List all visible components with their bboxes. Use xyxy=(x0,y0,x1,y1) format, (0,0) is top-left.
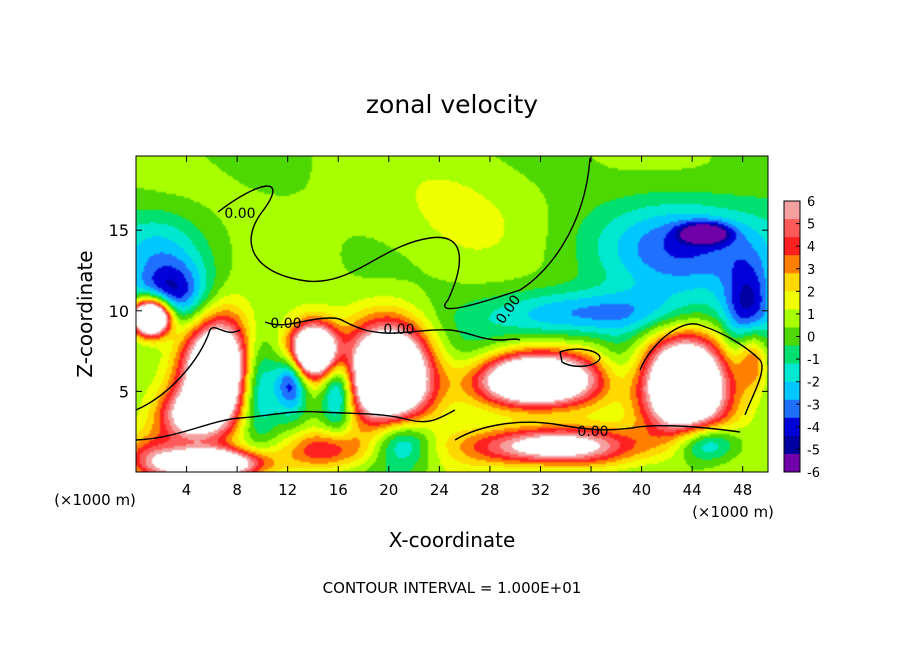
colorbar-swatch xyxy=(784,327,800,347)
colorbar-swatch xyxy=(784,417,800,437)
colorbar-swatch xyxy=(784,255,800,274)
x-tick-label: 12 xyxy=(278,481,297,499)
colorbar-swatch xyxy=(784,291,800,310)
colorbar-tick-label: -3 xyxy=(807,398,820,413)
colorbar-swatch xyxy=(784,201,800,220)
colorbar-swatch xyxy=(784,345,800,365)
colorbar-tick-label: 4 xyxy=(807,240,815,255)
colorbar-swatch xyxy=(784,309,800,328)
y-axis-label: Z-coordinate xyxy=(73,250,97,377)
colorbar-swatch xyxy=(784,219,800,238)
colorbar-tick-label: 6 xyxy=(807,195,815,210)
colorbar-swatch xyxy=(784,453,800,473)
x-axis-label: X-coordinate xyxy=(389,528,516,552)
colorbar-tick-label: -5 xyxy=(807,443,820,458)
contour-lower-band xyxy=(454,421,741,441)
contour-label: 0.00 xyxy=(383,322,414,338)
x-unit-left: (×1000 m) xyxy=(54,491,136,509)
x-tick-label: 20 xyxy=(379,481,398,499)
y-axis: 5 10 15 xyxy=(109,221,768,401)
contour-small-blob xyxy=(559,348,601,368)
colorbar-tick-label: 2 xyxy=(807,285,815,300)
y-tick-label: 10 xyxy=(109,302,129,321)
x-tick-label: 8 xyxy=(232,481,242,499)
heatmap-image xyxy=(136,156,768,472)
x-tick-label: 36 xyxy=(581,481,600,499)
colorbar-swatch xyxy=(784,363,800,383)
x-tick-label: 4 xyxy=(182,481,192,499)
colorbar-swatch xyxy=(784,381,800,401)
colorbar-tick-label: -2 xyxy=(807,376,820,391)
contour-right-blob xyxy=(639,323,763,416)
colorbar-tick-label: -6 xyxy=(807,466,820,481)
contour-upper xyxy=(217,157,591,310)
contour-left-band xyxy=(136,327,241,411)
y-tick-label: 5 xyxy=(119,382,129,401)
x-tick-label: 44 xyxy=(683,481,702,499)
colorbar-tick-label: 0 xyxy=(807,331,815,346)
contour-interval-note: CONTOUR INTERVAL = 1.000E+01 xyxy=(323,579,582,597)
colorbar-swatch xyxy=(784,273,800,292)
colorbar-tick-label: -1 xyxy=(807,353,820,368)
chart-title: zonal velocity xyxy=(366,90,538,119)
colorbar: 6 5 4 3 2 1 0 -1 -2 -3 -4 -5 -6 xyxy=(783,195,820,481)
y-tick-label: 15 xyxy=(109,221,129,240)
x-tick-label: 32 xyxy=(531,481,550,499)
colorbar-swatch xyxy=(784,237,800,256)
colorbar-swatch xyxy=(784,399,800,419)
colorbar-tick-label: 3 xyxy=(807,263,815,278)
x-tick-label: 24 xyxy=(430,481,449,499)
x-tick-label: 48 xyxy=(733,481,752,499)
contour-lower-left xyxy=(136,409,456,441)
x-tick-label: 40 xyxy=(632,481,651,499)
x-tick-label: 16 xyxy=(329,481,348,499)
colorbar-swatch xyxy=(784,435,800,455)
contour-label: 0.00 xyxy=(577,424,608,440)
colorbar-tick-label: 5 xyxy=(807,218,815,233)
contour-mid-band xyxy=(264,317,521,341)
zero-contours xyxy=(136,157,763,441)
colorbar-tick-label: -4 xyxy=(807,421,820,436)
x-axis: 4 8 12 16 20 24 28 32 36 40 44 48 xyxy=(182,156,752,499)
x-unit-right: (×1000 m) xyxy=(692,503,774,521)
colorbar-tick-label: 1 xyxy=(807,308,815,323)
plot-frame xyxy=(135,155,769,473)
x-tick-label: 28 xyxy=(480,481,499,499)
contour-label: 0.00 xyxy=(224,206,255,222)
contour-label: 0.00 xyxy=(270,316,301,332)
